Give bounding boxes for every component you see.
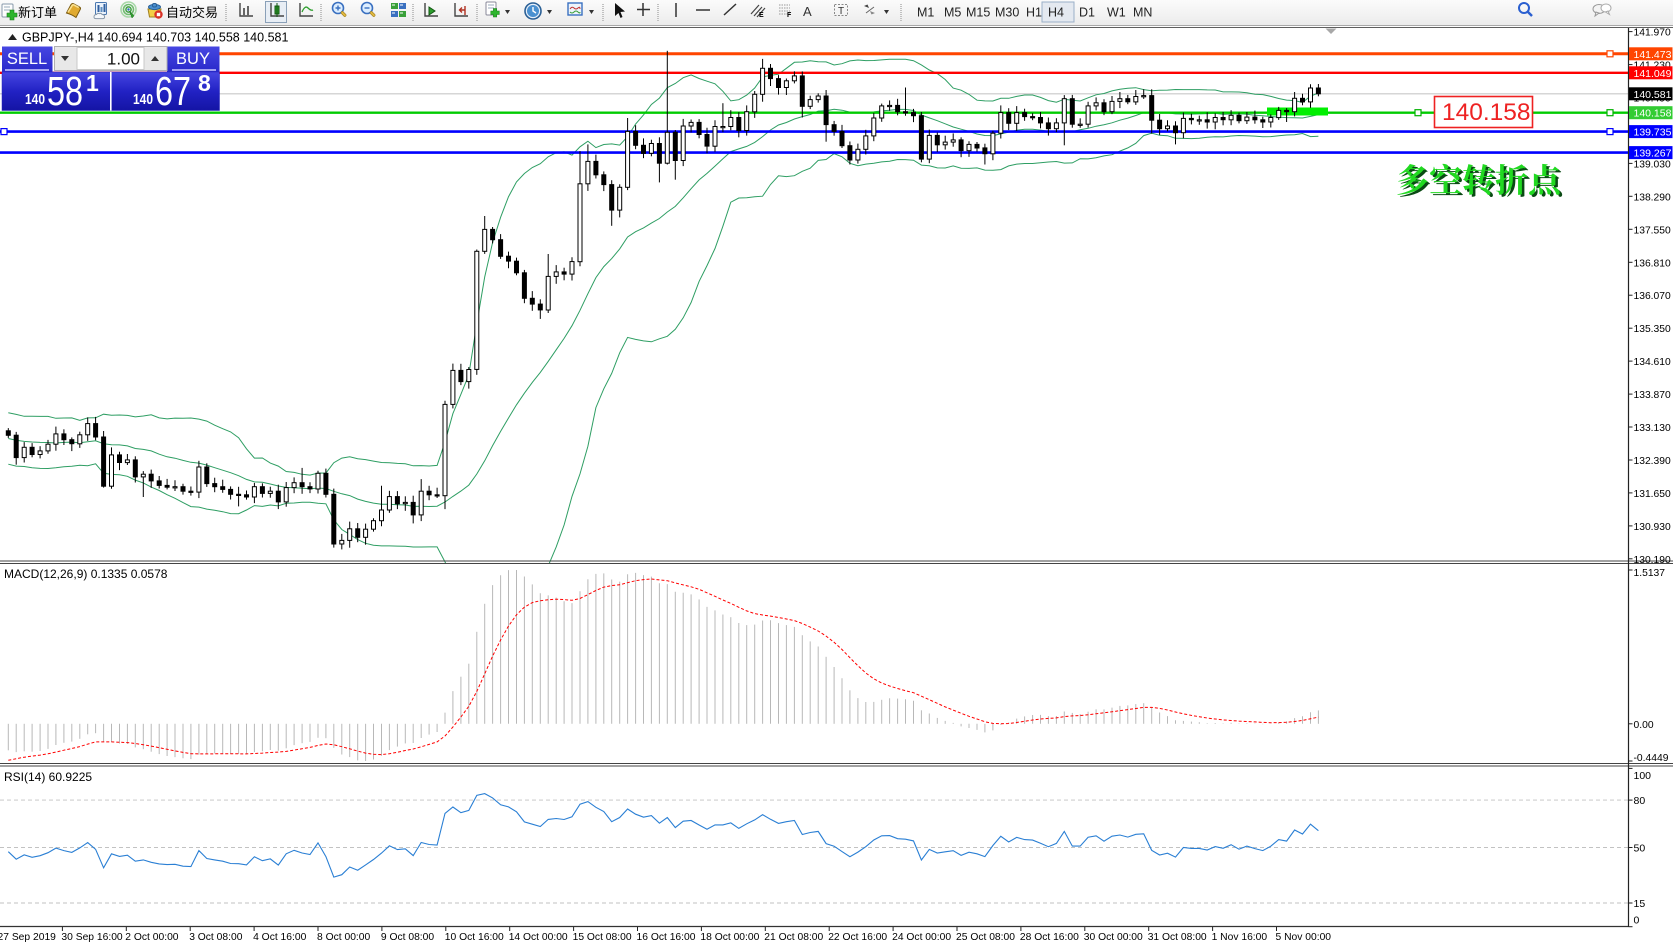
svg-text:10 Oct 16:00: 10 Oct 16:00 bbox=[445, 932, 504, 943]
svg-text:M15: M15 bbox=[966, 6, 990, 20]
svg-text:RSI(14) 60.9225: RSI(14) 60.9225 bbox=[4, 770, 92, 784]
svg-text:D1: D1 bbox=[1079, 6, 1095, 20]
svg-text:8: 8 bbox=[198, 70, 211, 96]
svg-text:140.581: 140.581 bbox=[1634, 89, 1672, 101]
svg-text:134.610: 134.610 bbox=[1634, 357, 1671, 368]
svg-text:0: 0 bbox=[1634, 915, 1640, 927]
svg-text:M30: M30 bbox=[995, 6, 1019, 20]
svg-text:SELL: SELL bbox=[7, 50, 47, 68]
svg-text:0.00: 0.00 bbox=[1634, 720, 1654, 731]
svg-text:80: 80 bbox=[1634, 795, 1646, 807]
svg-text:W1: W1 bbox=[1107, 6, 1126, 20]
svg-text:132.390: 132.390 bbox=[1634, 456, 1671, 467]
svg-text:25 Oct 08:00: 25 Oct 08:00 bbox=[956, 932, 1015, 943]
svg-text:141.049: 141.049 bbox=[1634, 68, 1672, 80]
svg-text:4 Oct 16:00: 4 Oct 16:00 bbox=[253, 932, 307, 943]
svg-text:58: 58 bbox=[47, 68, 83, 114]
svg-text:2 Oct 00:00: 2 Oct 00:00 bbox=[125, 932, 179, 943]
svg-text:50: 50 bbox=[1634, 843, 1646, 855]
svg-text:131.650: 131.650 bbox=[1634, 489, 1671, 500]
svg-text:5 Nov 00:00: 5 Nov 00:00 bbox=[1276, 932, 1332, 943]
svg-text:1.00: 1.00 bbox=[107, 50, 140, 69]
svg-text:67: 67 bbox=[155, 68, 191, 114]
svg-text:3 Oct 08:00: 3 Oct 08:00 bbox=[189, 932, 243, 943]
svg-text:136.810: 136.810 bbox=[1634, 258, 1671, 269]
svg-text:M5: M5 bbox=[944, 6, 961, 20]
svg-text:22 Oct 16:00: 22 Oct 16:00 bbox=[828, 932, 887, 943]
svg-text:141.230: 141.230 bbox=[1634, 61, 1671, 72]
svg-text:21 Oct 08:00: 21 Oct 08:00 bbox=[764, 932, 823, 943]
svg-text:136.070: 136.070 bbox=[1634, 291, 1671, 302]
svg-text:28 Oct 16:00: 28 Oct 16:00 bbox=[1020, 932, 1079, 943]
svg-text:9 Oct 08:00: 9 Oct 08:00 bbox=[381, 932, 435, 943]
svg-text:27 Sep 2019: 27 Sep 2019 bbox=[0, 932, 56, 943]
svg-text:140: 140 bbox=[25, 92, 45, 108]
svg-text:A: A bbox=[803, 4, 812, 19]
svg-text:8 Oct 00:00: 8 Oct 00:00 bbox=[317, 932, 371, 943]
svg-text:MACD(12,26,9) 0.1335 0.0578: MACD(12,26,9) 0.1335 0.0578 bbox=[4, 567, 168, 581]
svg-text:16 Oct 16:00: 16 Oct 16:00 bbox=[637, 932, 696, 943]
svg-text:F: F bbox=[787, 12, 792, 19]
svg-text:139.267: 139.267 bbox=[1634, 148, 1672, 160]
svg-text:E: E bbox=[759, 12, 764, 19]
svg-text:130.930: 130.930 bbox=[1634, 522, 1671, 533]
svg-text:H4: H4 bbox=[1048, 6, 1064, 20]
svg-text:M1: M1 bbox=[917, 6, 934, 20]
svg-text:15: 15 bbox=[1634, 898, 1646, 910]
svg-text:14 Oct 00:00: 14 Oct 00:00 bbox=[509, 932, 568, 943]
svg-text:141.970: 141.970 bbox=[1634, 28, 1671, 39]
svg-text:130.190: 130.190 bbox=[1634, 555, 1671, 566]
svg-text:T: T bbox=[838, 6, 844, 17]
svg-text:MN: MN bbox=[1133, 6, 1152, 20]
svg-text:133.870: 133.870 bbox=[1634, 390, 1671, 401]
svg-text:138.290: 138.290 bbox=[1634, 192, 1671, 203]
svg-text:GBPJPY-,H4 140.694 140.703 14: GBPJPY-,H4 140.694 140.703 140.558 140.5… bbox=[22, 31, 288, 45]
svg-text:140.158: 140.158 bbox=[1634, 108, 1672, 120]
svg-text:30 Oct 00:00: 30 Oct 00:00 bbox=[1084, 932, 1143, 943]
svg-text:137.550: 137.550 bbox=[1634, 225, 1671, 236]
svg-text:15 Oct 08:00: 15 Oct 08:00 bbox=[573, 932, 632, 943]
svg-text:135.350: 135.350 bbox=[1634, 324, 1671, 335]
svg-text:1 Nov 16:00: 1 Nov 16:00 bbox=[1212, 932, 1268, 943]
svg-text:-0.4449: -0.4449 bbox=[1634, 753, 1669, 764]
svg-text:140.158: 140.158 bbox=[1442, 99, 1531, 126]
svg-text:1: 1 bbox=[86, 70, 99, 96]
svg-text:1.5137: 1.5137 bbox=[1634, 568, 1666, 579]
svg-text:140: 140 bbox=[133, 92, 153, 108]
svg-text:139.030: 139.030 bbox=[1634, 159, 1671, 170]
svg-text:133.130: 133.130 bbox=[1634, 423, 1671, 434]
svg-text:BUY: BUY bbox=[176, 50, 210, 68]
svg-text:18 Oct 00:00: 18 Oct 00:00 bbox=[700, 932, 759, 943]
svg-text:H1: H1 bbox=[1026, 6, 1042, 20]
svg-text:141.473: 141.473 bbox=[1634, 49, 1672, 61]
svg-text:24 Oct 00:00: 24 Oct 00:00 bbox=[892, 932, 951, 943]
svg-text:100: 100 bbox=[1634, 770, 1652, 782]
svg-text:30 Sep 16:00: 30 Sep 16:00 bbox=[61, 932, 123, 943]
svg-text:139.735: 139.735 bbox=[1634, 127, 1672, 139]
svg-text:31 Oct 08:00: 31 Oct 08:00 bbox=[1148, 932, 1207, 943]
